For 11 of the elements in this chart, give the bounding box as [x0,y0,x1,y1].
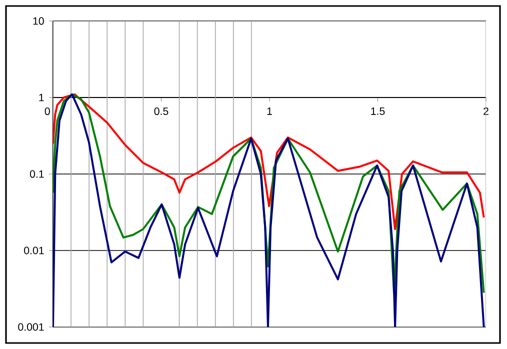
y-tick-label: 1 [39,94,44,102]
y-tick-label: 0.1 [30,170,44,178]
y-tick-label: 0.001 [18,323,44,331]
x-tick-label: 2 [484,108,488,115]
x-tick-label: 0.5 [154,108,168,116]
y-tick-label: 10 [33,17,44,25]
line-series [53,93,485,230]
x-tick-label: 0 [44,108,50,116]
y-tick-label: 0.01 [24,246,44,254]
x-tick-label: 1.5 [371,108,385,115]
x-tick-label: 1 [267,108,272,115]
